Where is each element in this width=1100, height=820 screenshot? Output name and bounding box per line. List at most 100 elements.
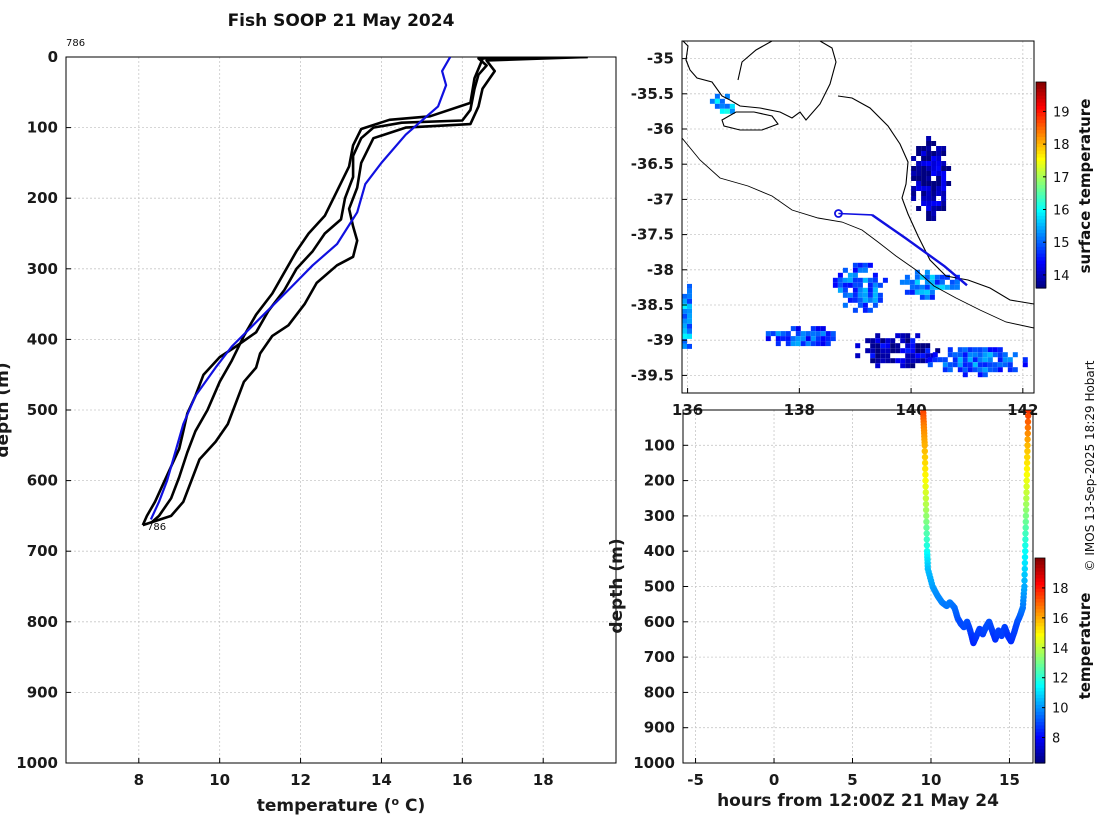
colorbar-segment bbox=[1036, 109, 1046, 114]
sst-cell bbox=[982, 372, 988, 378]
sst-cell bbox=[870, 353, 876, 359]
colorbar-segment bbox=[1035, 735, 1045, 740]
sst-cell bbox=[785, 336, 791, 342]
profile-series-cast-down bbox=[141, 57, 588, 526]
sst-cell bbox=[899, 279, 905, 285]
sst-cell bbox=[935, 348, 941, 354]
sst-cell bbox=[921, 161, 927, 166]
colorbar-segment bbox=[1035, 626, 1045, 631]
sst-cell bbox=[780, 331, 786, 337]
sst-cell bbox=[842, 267, 848, 273]
sst-cell bbox=[867, 282, 873, 288]
sst-cell bbox=[805, 331, 811, 337]
depth-time-point bbox=[1022, 524, 1029, 531]
sst-cell bbox=[947, 367, 953, 373]
colorbar-segment bbox=[1035, 756, 1045, 761]
sst-cell bbox=[852, 272, 858, 278]
sst-cell bbox=[987, 352, 993, 358]
colorbar-segment bbox=[1035, 657, 1045, 662]
colorbar-segment bbox=[1035, 698, 1045, 703]
sst-cell bbox=[939, 284, 945, 290]
sst-cell bbox=[910, 348, 916, 354]
depth-time-point bbox=[923, 530, 930, 537]
sst-cell bbox=[905, 333, 911, 339]
sst-cell bbox=[916, 206, 922, 211]
colorbar-segment bbox=[1036, 119, 1046, 124]
sst-cell bbox=[800, 341, 806, 347]
sst-cell bbox=[1022, 357, 1028, 363]
sst-cell bbox=[895, 358, 901, 364]
colorbar-segment bbox=[1036, 222, 1046, 227]
colorbar-segment bbox=[1036, 95, 1046, 100]
depth-time-point bbox=[1023, 489, 1030, 496]
sst-cell bbox=[780, 336, 786, 342]
colorbar-segment bbox=[1035, 571, 1045, 576]
colorbar-segment bbox=[1036, 274, 1046, 279]
sst-cell bbox=[825, 336, 831, 342]
colorbar-segment bbox=[1036, 150, 1046, 155]
colorbar-segment bbox=[1036, 198, 1046, 203]
depth-time-point bbox=[1022, 542, 1029, 549]
sst-cell bbox=[925, 358, 931, 364]
sst-cell bbox=[944, 274, 950, 280]
colorbar-segment bbox=[1035, 612, 1045, 617]
sst-cell bbox=[987, 367, 993, 373]
depth-time-point bbox=[1021, 571, 1028, 578]
sst-cell bbox=[877, 282, 883, 288]
sst-cell bbox=[987, 362, 993, 368]
sst-cell bbox=[842, 302, 848, 308]
depth-time-point bbox=[1024, 436, 1031, 443]
depth-time-point bbox=[922, 483, 929, 490]
profile-xlabel: temperature (o C) bbox=[257, 795, 426, 816]
sst-cell bbox=[872, 292, 878, 298]
sst-cell bbox=[911, 196, 917, 201]
sst-cell bbox=[909, 284, 915, 290]
sst-cell bbox=[770, 331, 776, 337]
sst-cell bbox=[852, 262, 858, 268]
sst-cell bbox=[941, 171, 947, 176]
sst-cell bbox=[867, 287, 873, 293]
sst-cell bbox=[920, 343, 926, 349]
profile-xlabel-text: temperature ( bbox=[257, 796, 392, 816]
sst-cell bbox=[931, 181, 937, 186]
sst-cell bbox=[810, 326, 816, 332]
sst-cell bbox=[832, 282, 838, 288]
profile-ytick-label: 100 bbox=[27, 119, 58, 137]
profile-xtick-label: 8 bbox=[134, 771, 144, 789]
sst-cell bbox=[926, 146, 932, 151]
map-ytick-label: -38 bbox=[647, 261, 674, 279]
sst-cell bbox=[982, 347, 988, 353]
sst-cell bbox=[957, 367, 963, 373]
ship-track-lead-in bbox=[838, 212, 873, 216]
depth-time-point bbox=[1022, 500, 1030, 508]
sst-cell bbox=[992, 367, 998, 373]
sst-cell bbox=[867, 277, 873, 283]
sst-cell bbox=[921, 166, 927, 171]
colorbar-segment bbox=[1036, 229, 1046, 234]
sst-cell bbox=[852, 292, 858, 298]
depth-time-x-ticks: -5 0 5 10 15 bbox=[687, 758, 1020, 789]
coastline-kangaroo-island bbox=[721, 111, 779, 131]
colorbar-segment bbox=[1035, 595, 1045, 600]
colorbar-segment bbox=[1036, 239, 1046, 244]
sst-cell bbox=[852, 282, 858, 288]
colorbar-segment bbox=[1035, 609, 1045, 614]
sst-cell bbox=[842, 292, 848, 298]
map-colorbar: 14 15 16 17 18 19 bbox=[1035, 81, 1070, 289]
sst-cell bbox=[952, 362, 958, 368]
coastline-southeast bbox=[837, 95, 1034, 305]
sst-cell bbox=[800, 331, 806, 337]
sst-cell bbox=[915, 358, 921, 364]
sst-cell bbox=[926, 201, 932, 206]
depth-time-point bbox=[1024, 418, 1032, 425]
depth-time-point bbox=[1021, 553, 1029, 561]
colorbar-segment bbox=[1036, 246, 1046, 251]
sst-cell bbox=[977, 362, 983, 368]
depth-time-point bbox=[1021, 577, 1028, 584]
colorbar-segment bbox=[1035, 759, 1045, 764]
colorbar-segment bbox=[1036, 157, 1046, 162]
sst-cell bbox=[931, 151, 937, 156]
sst-cell bbox=[1007, 362, 1013, 368]
sst-cell bbox=[936, 201, 942, 206]
